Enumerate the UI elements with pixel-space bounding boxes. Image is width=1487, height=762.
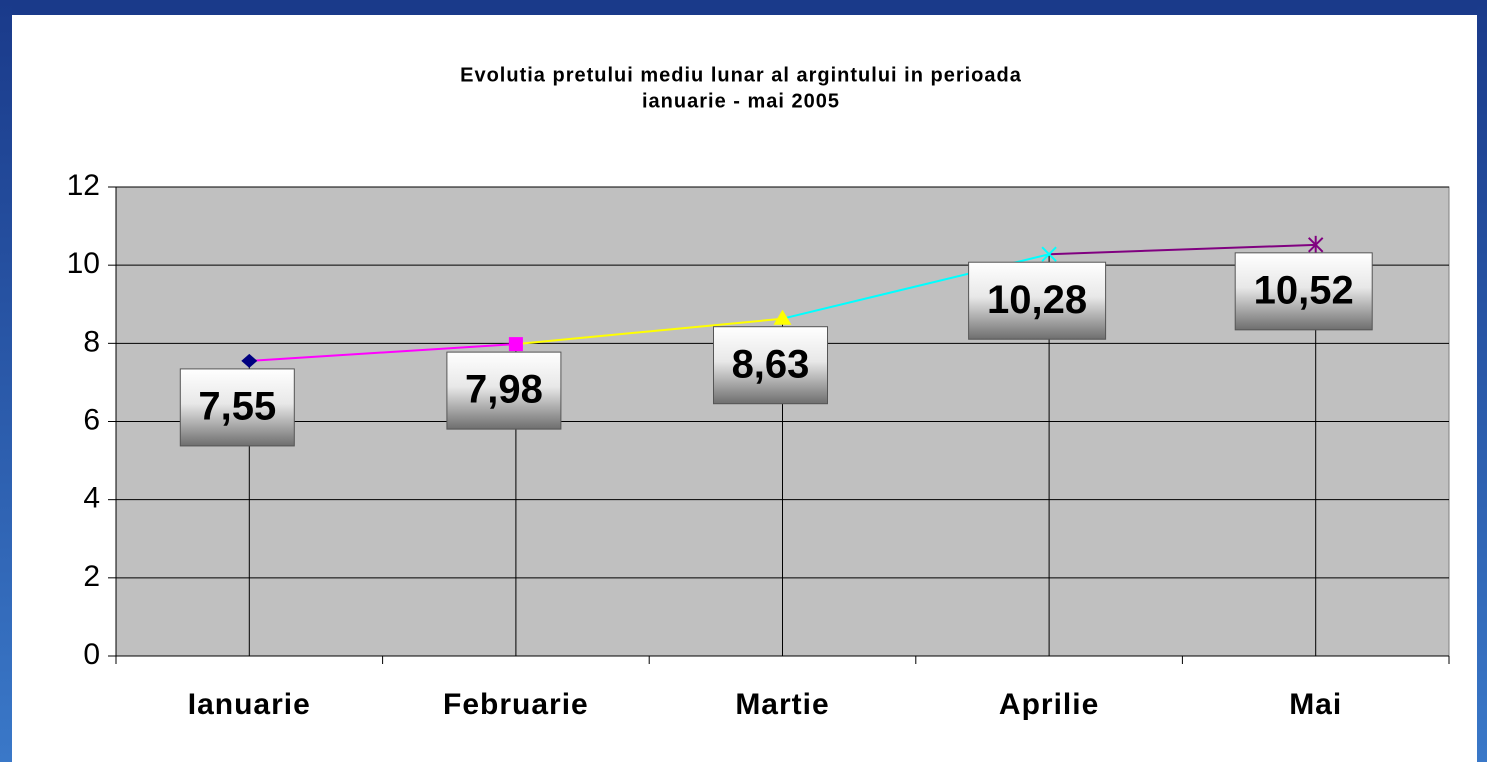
marker: [1307, 235, 1324, 254]
y-tick-label: 12: [67, 169, 100, 202]
marker: [241, 353, 258, 368]
value-label: 7,55: [198, 384, 276, 428]
y-tick-label: 2: [83, 560, 100, 593]
line-segment: [515, 317, 783, 346]
frame-top: [0, 0, 1487, 15]
value-label: 7,98: [465, 368, 543, 412]
y-tick-label: 6: [83, 403, 100, 436]
value-label: 10,28: [987, 278, 1087, 322]
line-segment: [249, 343, 516, 362]
value-label-box: [179, 368, 295, 447]
frame-left: [0, 0, 12, 762]
frame-right: [1477, 0, 1487, 762]
value-label-box: [1234, 252, 1373, 331]
y-tick-label: 8: [83, 325, 100, 358]
line-segment: [1049, 243, 1316, 256]
y-tick-label: 0: [83, 638, 100, 671]
value-label-box: [968, 261, 1107, 340]
marker: [508, 337, 523, 352]
marker: [1041, 246, 1057, 262]
value-label-box: [446, 351, 562, 430]
chart-title: Evolutia pretului mediu lunar al argintu…: [460, 64, 1022, 86]
marker: [773, 309, 792, 325]
value-label: 10,52: [1254, 268, 1354, 312]
x-tick-label: Aprilie: [999, 688, 1099, 721]
y-tick-label: 4: [83, 482, 100, 515]
chart-subtitle: ianuarie - mai 2005: [642, 90, 840, 112]
value-label-box: [713, 326, 828, 405]
y-tick-label: 10: [67, 247, 100, 280]
x-tick-label: Februarie: [443, 688, 589, 721]
x-tick-label: Mai: [1289, 688, 1342, 721]
x-tick-label: Martie: [735, 688, 829, 721]
x-tick-label: Ianuarie: [188, 688, 311, 721]
value-label: 8,63: [732, 342, 810, 386]
